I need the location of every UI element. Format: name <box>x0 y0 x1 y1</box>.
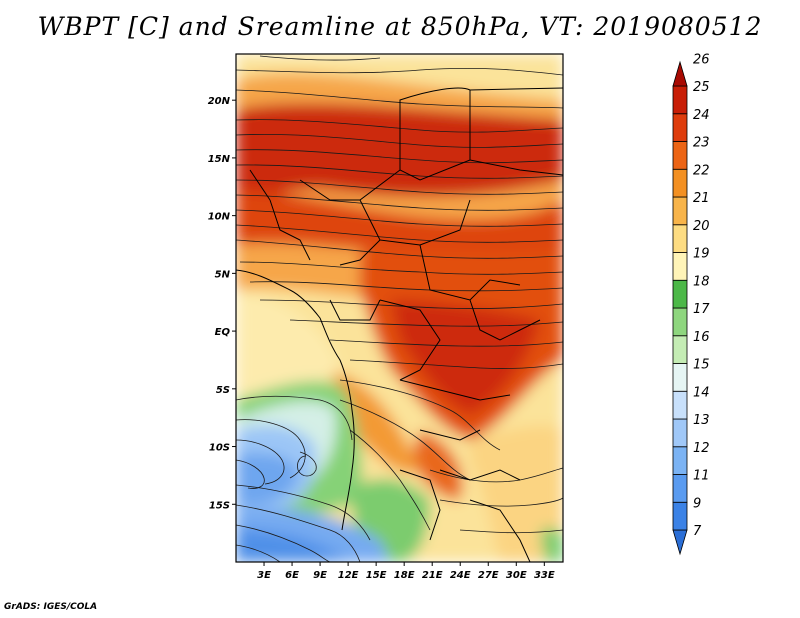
colorbar-label: 22 <box>693 163 710 178</box>
colorbar-swatch <box>672 474 688 503</box>
colorbar-swatch <box>672 113 688 142</box>
colorbar-label: 25 <box>693 80 710 95</box>
lat-tick-label: 15N <box>208 154 231 165</box>
lon-tick-label: 9E <box>313 570 327 581</box>
colorbar-swatch <box>672 307 688 337</box>
lon-tick-label: 12E <box>338 570 359 581</box>
map-title: WBPT [C] and Sreamline at 850hPa, VT: 20… <box>37 12 763 41</box>
lon-tick-label: 24E <box>450 570 471 581</box>
colorbar-swatch <box>672 85 688 115</box>
lat-tick-label: 20N <box>208 96 231 107</box>
map-axes: 3E 6E 9E 12E 15E 18E 21E 24E 27E 30E 33E 20N 15N 10N 5… <box>208 96 555 581</box>
colorbar-label: 13 <box>693 413 710 428</box>
colorbar-swatch <box>672 141 688 170</box>
colorbar-label: 20 <box>693 219 710 234</box>
colorbar-swatch <box>672 501 688 531</box>
colorbar-label: 24 <box>693 108 710 123</box>
colorbar-swatch <box>672 529 688 556</box>
colorbar-swatch <box>672 279 688 309</box>
colorbar-swatch <box>672 60 688 87</box>
colorbar-swatch <box>672 196 688 226</box>
colorbar-label: 12 <box>693 441 710 456</box>
lat-tick-label: 10N <box>208 212 231 223</box>
lat-tick-label: 5S <box>216 385 230 396</box>
lon-tick-label: 6E <box>285 570 299 581</box>
streamlines <box>236 55 563 562</box>
lat-tick-label: 15S <box>209 500 230 511</box>
credit-label: GrADS: IGES/COLA <box>4 602 98 612</box>
colorbar: 7 9 11 12 13 14 15 16 17 18 19 20 21 22 23 24 25 26 <box>672 52 710 556</box>
colorbar-label: 21 <box>693 191 710 206</box>
colorbar-swatch <box>672 418 688 448</box>
lat-tick-label: 10S <box>209 443 230 454</box>
temperature-field <box>236 54 563 562</box>
lon-tick-label: 3E <box>257 570 271 581</box>
colorbar-swatch <box>672 390 688 420</box>
map-frame <box>235 53 564 563</box>
colorbar-label: 16 <box>693 330 710 345</box>
colorbar-swatch <box>672 446 688 475</box>
colorbar-swatch <box>672 252 688 281</box>
colorbar-label: 26 <box>693 52 710 67</box>
colorbar-label: 18 <box>693 274 710 289</box>
lat-tick-label: 5N <box>215 269 231 280</box>
lon-tick-label: 30E <box>506 570 527 581</box>
colorbar-swatch <box>672 363 688 392</box>
lat-tick-label: EQ <box>215 327 231 338</box>
colorbar-label: 7 <box>693 524 702 539</box>
country-borders <box>236 87 563 562</box>
colorbar-label: 15 <box>693 358 710 373</box>
colorbar-label: 23 <box>693 136 710 151</box>
colorbar-label: 14 <box>693 385 710 400</box>
lon-tick-label: 15E <box>366 570 387 581</box>
colorbar-label: 11 <box>693 469 710 484</box>
lon-tick-label: 21E <box>422 570 443 581</box>
colorbar-label: 19 <box>693 247 710 262</box>
lon-tick-label: 27E <box>478 570 499 581</box>
lon-tick-label: 33E <box>534 570 555 581</box>
colorbar-label: 9 <box>693 496 701 511</box>
colorbar-swatch <box>672 224 688 253</box>
lon-tick-label: 18E <box>394 570 415 581</box>
colorbar-label: 17 <box>693 302 710 317</box>
colorbar-swatch <box>672 335 688 364</box>
colorbar-swatch <box>672 168 688 198</box>
